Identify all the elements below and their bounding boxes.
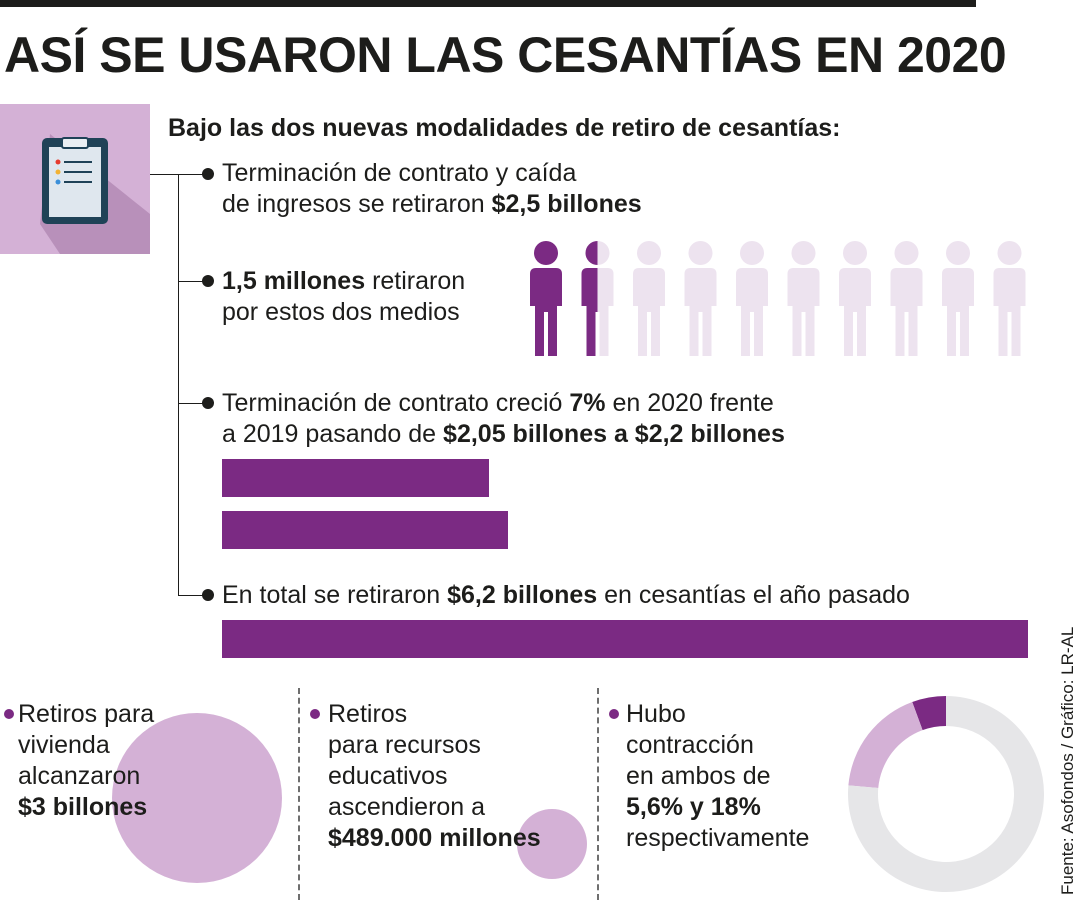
person-icon xyxy=(633,241,665,356)
connector-line xyxy=(150,174,208,175)
bullet-contract-growth: Terminación de contrato creció 7% en 202… xyxy=(222,389,785,448)
bar-total xyxy=(222,620,1028,658)
stat-housing: Retiros para vivienda alcanzaron $3 bill… xyxy=(18,700,155,821)
person-icon xyxy=(942,241,974,356)
page-title: ASÍ SE USARON LAS CESANTÍAS EN 2020 xyxy=(4,27,1007,83)
stat-dot xyxy=(4,709,14,719)
top-rule xyxy=(0,0,976,7)
person-icon xyxy=(736,241,768,356)
person-icon xyxy=(581,241,598,356)
bar-2019 xyxy=(222,459,489,497)
people-pictogram xyxy=(530,241,1026,356)
person-icon xyxy=(890,241,923,356)
divider xyxy=(597,688,599,900)
stat-education: Retiros para recursos educativos ascendi… xyxy=(328,700,541,852)
icon-box xyxy=(0,104,150,254)
contraction-donut-chart xyxy=(848,696,1044,892)
person-icon xyxy=(787,241,820,356)
bullet-dot xyxy=(202,275,214,287)
source-credit: Fuente: Asofondos / Gráfico: LR-AL xyxy=(1058,626,1077,895)
bullet-dot xyxy=(202,168,214,180)
connector-line xyxy=(178,595,208,596)
donut-slice xyxy=(848,696,1044,892)
donut-slice xyxy=(848,702,923,789)
housing-circle xyxy=(112,713,282,883)
bullet-withdrawal-people: 1,5 millones retiraron por estos dos med… xyxy=(222,267,466,326)
education-circle xyxy=(517,809,587,879)
stat-dot xyxy=(609,709,619,719)
connector-line xyxy=(178,174,179,596)
bullet-total: En total se retiraron $6,2 billones en c… xyxy=(222,581,910,609)
clipboard-icon xyxy=(40,134,150,254)
subtitle: Bajo las dos nuevas modalidades de retir… xyxy=(168,114,841,142)
bullet-dot xyxy=(202,589,214,601)
divider xyxy=(298,688,300,900)
donut-slice xyxy=(912,696,946,731)
bar-2020 xyxy=(222,511,508,549)
connector-line xyxy=(178,281,208,282)
stat-dot xyxy=(310,709,320,719)
person-icon xyxy=(530,241,562,356)
person-icon xyxy=(993,241,1026,356)
stat-contraction: Hubo contracción en ambos de 5,6% y 18% … xyxy=(626,700,810,852)
person-icon xyxy=(684,241,717,356)
person-icon xyxy=(839,241,871,356)
bullet-dot xyxy=(202,397,214,409)
connector-line xyxy=(178,403,208,404)
bullet-withdrawal-amount: Terminación de contrato y caída de ingre… xyxy=(222,159,642,218)
